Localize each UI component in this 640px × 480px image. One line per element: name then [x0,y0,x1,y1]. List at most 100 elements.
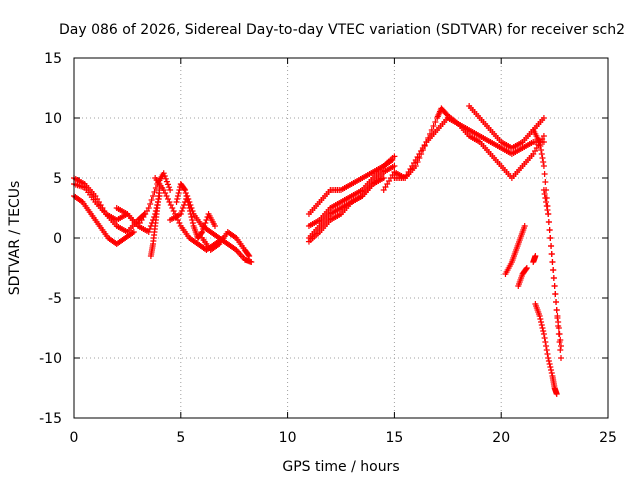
data-point [391,153,398,160]
data-point [544,351,551,357]
data-point [557,347,564,353]
data-point [182,190,189,196]
data-point [548,370,555,376]
data-point [161,173,168,179]
data-point [145,205,152,211]
y-tick-label: 0 [53,231,62,247]
data-point [423,139,430,145]
sat-track-18 [515,265,530,289]
data-point [187,208,194,214]
data-point [554,315,561,321]
data-point [202,220,209,226]
plot-frame [73,57,609,419]
sat-track-14 [380,115,547,193]
sat-track-15 [391,105,547,181]
x-tick-label: 15 [385,430,403,446]
data-point [148,197,155,203]
data-point [523,265,530,271]
data-point [164,181,171,188]
sat-track-21 [532,301,560,397]
data-point [427,131,433,137]
data-point [551,283,558,289]
data-point [145,229,152,235]
data-point [189,220,196,226]
data-point [543,347,550,353]
y-tick-labels: -15 -10 -5 0 5 10 15 [39,51,62,427]
data-point [430,123,437,129]
data-point [200,226,207,232]
data-point [540,187,547,193]
data-point [540,163,547,169]
data-point [556,339,563,345]
data-point [199,229,206,235]
data-point [185,202,192,208]
data-point [245,252,252,258]
data-point [553,299,560,305]
data-point [203,217,210,223]
data-point [550,267,557,273]
x-tick-label: 20 [492,430,510,446]
data-point [162,190,169,196]
y-axis-label: SDTVAR / TECUs [7,181,23,296]
y-tick-label: -5 [48,291,62,307]
data-points [71,103,565,397]
data-point [174,196,181,202]
y-tick-label: 10 [44,111,62,127]
data-point [558,355,565,361]
data-point [548,243,555,249]
x-tick-label: 5 [176,430,185,446]
data-point [174,193,181,199]
data-point [542,339,549,345]
data-point [163,178,170,185]
data-point [541,171,548,177]
data-point [550,275,557,281]
data-point [246,253,253,259]
data-point [540,133,547,139]
data-point [198,230,205,236]
sat-track-3 [71,170,174,229]
data-point [150,193,157,199]
data-point [173,199,180,205]
data-point [184,199,191,205]
data-point [187,211,194,217]
sat-track-8 [173,181,218,241]
data-point [538,322,545,328]
x-tick-label: 25 [599,430,617,446]
data-point [549,259,556,265]
sat-track-16 [466,103,547,151]
data-point [546,227,553,233]
data-point [545,219,552,225]
y-tick-label: 5 [53,171,62,187]
data-point [147,201,154,207]
data-point [380,175,387,181]
data-point [178,208,185,214]
data-point [553,307,560,313]
data-point [532,253,539,259]
data-point [186,205,193,211]
data-point [538,319,545,325]
data-point [432,119,439,125]
data-point [537,143,544,149]
data-point [177,211,184,217]
data-point [541,191,548,197]
data-point [189,217,196,223]
sat-track-19 [530,253,539,265]
x-axis-label: GPS time / hours [282,459,399,475]
sat-track-5 [147,187,163,259]
data-point [169,205,176,211]
data-point [543,199,550,205]
data-point [542,179,549,185]
data-point [540,159,547,165]
y-tick-label: -15 [39,411,62,427]
data-point [536,313,543,319]
sat-track-12 [305,153,398,229]
data-point [540,328,547,334]
sat-track-22 [540,187,565,361]
data-point [170,208,177,214]
data-point [544,207,551,213]
data-point [164,196,171,202]
data-point [151,189,158,195]
data-point [548,251,555,257]
y-tick-label: 15 [44,51,62,67]
data-point [176,187,183,193]
